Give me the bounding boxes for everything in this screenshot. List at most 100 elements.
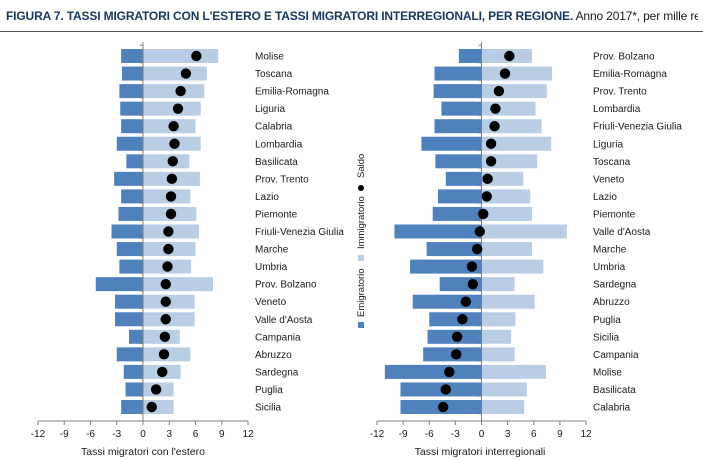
category-label-valle-d-aosta: Valle d'Aosta: [593, 227, 651, 238]
bar-immigratorio-sardegna: [481, 277, 515, 292]
category-label-prov-bolzano: Prov. Bolzano: [593, 52, 655, 63]
dot-saldo-liguria: [485, 138, 497, 149]
dot-saldo-sardegna: [467, 278, 478, 290]
bar-emigratorio-valle-d-aosta: [115, 312, 143, 327]
category-label-liguria: Liguria: [255, 104, 285, 115]
bar-emigratorio-prov-bolzano: [95, 277, 143, 292]
category-label-sicilia: Sicilia: [255, 403, 282, 414]
bar-emigratorio-umbria: [410, 259, 482, 274]
bar-emigratorio-liguria: [421, 136, 482, 151]
bar-immigratorio-molise: [481, 364, 546, 379]
dot-saldo-prov-bolzano: [160, 278, 171, 290]
dot-saldo-lombardia: [169, 138, 180, 149]
category-label-piemonte: Piemonte: [255, 209, 298, 220]
bar-immigratorio-marche: [481, 242, 533, 257]
x-tick-label: 9: [219, 429, 225, 440]
bar-emigratorio-basilicata: [126, 154, 143, 169]
x-tick-label: 3: [505, 429, 511, 440]
category-label-friuli-venezia-giulia: Friuli-Venezia Giulia: [593, 122, 682, 133]
category-label-calabria: Calabria: [255, 122, 293, 133]
x-tick-label: 12: [242, 429, 254, 440]
dot-saldo-valle-d-aosta: [474, 226, 485, 237]
bar-immigratorio-emilia-romagna: [143, 84, 205, 99]
figure-title-subtitle: Anno 2017*, per mille residenti: [575, 9, 698, 23]
category-label-umbria: Umbria: [255, 262, 288, 273]
dot-saldo-liguria: [172, 103, 184, 114]
dot-saldo-toscana: [485, 156, 497, 167]
category-label-piemonte: Piemonte: [593, 209, 636, 220]
category-label-campania: Campania: [593, 350, 639, 361]
category-label-lazio: Lazio: [593, 192, 617, 203]
bar-emigratorio-calabria: [121, 119, 143, 134]
dot-saldo-molise: [191, 50, 202, 62]
category-label-emilia-romagna: Emilia-Romagna: [593, 69, 667, 80]
chart-legend: Emigratorio Immigratorio Saldo: [356, 154, 367, 328]
x-axis-title: Tassi migratori con l'estero: [81, 446, 205, 458]
legend-label-saldo: Saldo: [356, 154, 367, 178]
bar-emigratorio-liguria: [120, 101, 143, 116]
dot-saldo-emilia-romagna: [499, 68, 511, 79]
category-label-abruzzo: Abruzzo: [255, 350, 292, 361]
category-label-molise: Molise: [255, 52, 284, 63]
category-label-sardegna: Sardegna: [593, 280, 637, 291]
dot-saldo-campania: [451, 349, 462, 360]
x-tick-label: 0: [140, 429, 146, 440]
category-label-abruzzo: Abruzzo: [593, 297, 630, 308]
category-label-toscana: Toscana: [255, 69, 293, 80]
bar-emigratorio-molise: [121, 49, 143, 63]
legend-label-emigratorio: Emigratorio: [356, 268, 367, 317]
dot-saldo-marche: [471, 243, 483, 255]
category-label-sardegna: Sardegna: [255, 367, 299, 378]
bar-emigratorio-veneto: [445, 171, 482, 186]
category-label-calabria: Calabria: [593, 403, 631, 414]
x-tick-label: -9: [399, 429, 408, 440]
dot-saldo-lombardia: [490, 103, 501, 114]
dot-saldo-campania: [159, 331, 171, 342]
legend-swatch-saldo: [358, 185, 364, 191]
dot-saldo-sicilia: [451, 331, 463, 342]
bar-emigratorio-abruzzo: [116, 347, 143, 362]
x-tick-label: 6: [531, 429, 537, 440]
dot-saldo-prov-trento: [493, 85, 505, 97]
dot-saldo-piemonte: [165, 208, 177, 220]
category-label-basilicata: Basilicata: [593, 385, 636, 396]
bar-emigratorio-toscana: [435, 154, 482, 169]
bar-immigratorio-prov-bolzano: [143, 277, 213, 292]
category-label-prov-bolzano: Prov. Bolzano: [255, 280, 317, 291]
bar-emigratorio-puglia: [429, 312, 482, 327]
category-label-veneto: Veneto: [255, 297, 287, 308]
bar-emigratorio-marche: [116, 242, 143, 257]
bar-emigratorio-lombardia: [116, 136, 143, 151]
bar-emigratorio-piemonte: [432, 206, 482, 221]
x-tick-label: 12: [580, 429, 592, 440]
dot-saldo-piemonte: [478, 208, 489, 220]
category-label-lazio: Lazio: [255, 192, 279, 203]
dot-saldo-valle-d-aosta: [160, 314, 171, 325]
bar-immigratorio-campania: [481, 347, 515, 362]
dot-saldo-prov-bolzano: [504, 50, 515, 62]
bar-immigratorio-umbria: [481, 259, 544, 274]
category-label-valle-d-aosta: Valle d'Aosta: [255, 315, 313, 326]
bar-emigratorio-toscana: [122, 66, 143, 81]
dot-saldo-umbria: [162, 261, 173, 272]
dot-saldo-veneto: [482, 173, 493, 185]
bar-emigratorio-umbria: [119, 259, 143, 274]
chart-panel-interregionali: Prov. Bolzano Emilia-Romagna Prov. Trento L…: [370, 42, 682, 458]
dot-saldo-sicilia: [146, 401, 157, 413]
bar-emigratorio-sardegna: [123, 364, 143, 379]
bar-immigratorio-lazio: [481, 189, 531, 204]
category-label-basilicata: Basilicata: [255, 157, 298, 168]
bar-immigratorio-toscana: [143, 66, 207, 81]
dot-saldo-umbria: [466, 261, 478, 272]
bar-emigratorio-prov-trento: [433, 84, 482, 99]
x-tick-label: 6: [193, 429, 199, 440]
x-tick-label: 3: [166, 429, 172, 440]
bar-emigratorio-prov-trento: [114, 171, 143, 186]
dot-saldo-veneto: [160, 296, 171, 307]
dot-saldo-toscana: [180, 68, 192, 79]
dot-saldo-molise: [444, 366, 455, 378]
dot-saldo-basilicata: [167, 156, 178, 167]
x-axis-title: Tassi migratori interregionali: [415, 446, 546, 458]
bar-immigratorio-lombardia: [481, 101, 536, 116]
